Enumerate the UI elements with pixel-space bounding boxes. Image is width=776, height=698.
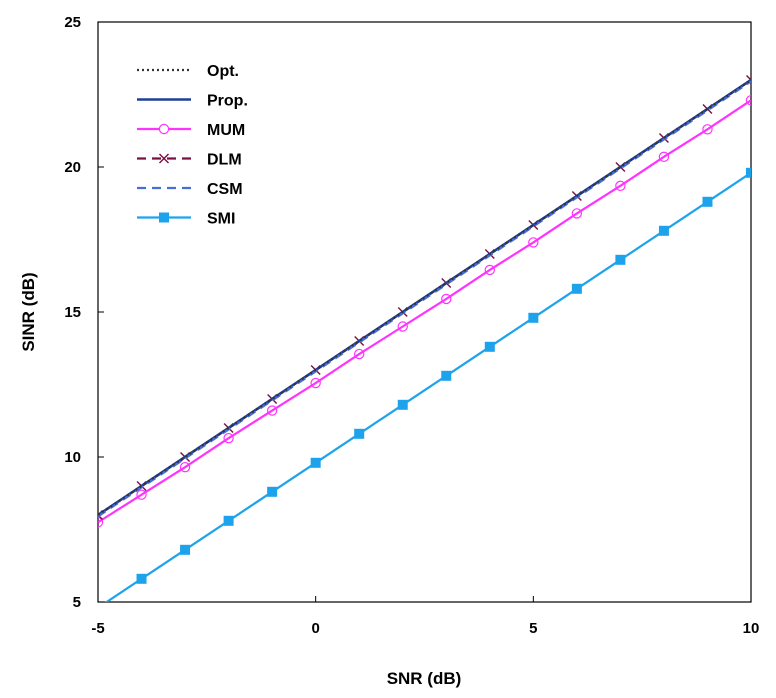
y-axis-label: SINR (dB) <box>19 272 38 351</box>
legend-marker-mum <box>158 123 170 135</box>
data-point-smi <box>702 196 713 207</box>
series-csm <box>98 80 751 518</box>
legend: Opt. Prop. MUM DLM CSM SMI <box>137 63 248 228</box>
series-layer <box>93 75 751 613</box>
series-line-opt <box>98 79 751 516</box>
series-opt <box>98 79 751 516</box>
series-line-smi <box>104 171 751 602</box>
data-point-smi <box>528 312 539 323</box>
data-point-smi <box>746 167 751 178</box>
data-point-smi <box>354 428 365 439</box>
legend-label-csm: CSM <box>207 181 243 198</box>
data-point-mum <box>179 461 191 473</box>
series-mum <box>98 95 751 528</box>
legend-label-prop: Prop. <box>207 93 248 110</box>
data-point-mum <box>702 124 713 135</box>
legend-item-csm: CSM <box>137 181 243 198</box>
data-point-smi <box>615 254 626 265</box>
x-tick-label: 5 <box>529 620 537 637</box>
data-point-mum <box>397 321 408 332</box>
legend-marker-smi <box>159 212 169 223</box>
series-smi <box>93 167 751 613</box>
data-point-dlm-stroke-a <box>98 514 103 520</box>
data-point-mum <box>310 377 321 389</box>
data-point-mum <box>136 489 147 500</box>
legend-item-opt: Opt. <box>137 63 239 80</box>
y-tick-label: 5 <box>73 594 81 611</box>
data-point-smi <box>180 544 191 555</box>
data-point-mum <box>528 237 539 248</box>
y-tick-label: 20 <box>64 159 81 176</box>
data-point-smi <box>397 399 408 410</box>
x-tick-label: -5 <box>91 620 104 637</box>
y-tick-label: 10 <box>64 449 81 466</box>
data-point-mum <box>223 432 234 444</box>
data-point-mum <box>354 348 365 360</box>
data-point-smi <box>484 341 495 352</box>
data-point-mum <box>266 405 278 416</box>
data-point-mum <box>745 95 751 106</box>
legend-label-smi: SMI <box>207 211 235 228</box>
data-point-mum <box>571 208 583 219</box>
data-point-smi <box>223 515 234 526</box>
legend-item-dlm: DLM <box>137 152 242 169</box>
x-tick-label: 10 <box>743 620 760 637</box>
data-point-mum <box>98 517 104 528</box>
legend-item-prop: Prop. <box>137 93 248 110</box>
data-point-smi <box>136 573 147 584</box>
x-axis-label: SNR (dB) <box>387 669 462 688</box>
data-point-mum <box>658 151 670 163</box>
data-point-mum <box>441 293 452 305</box>
legend-item-mum: MUM <box>137 122 245 139</box>
y-tick-label: 15 <box>64 304 81 321</box>
legend-marker-dlm <box>159 153 169 164</box>
data-point-mum <box>484 264 495 276</box>
legend-marker-dlm-stroke-b <box>159 153 169 164</box>
x-tick-label: 0 <box>311 620 319 637</box>
data-point-dlm-stroke-a <box>746 75 751 81</box>
legend-label-mum: MUM <box>207 122 245 139</box>
axis-ticks: -5 0 5 10 5 10 15 20 25 <box>64 14 759 637</box>
data-point-smi <box>571 283 582 294</box>
legend-item-smi: SMI <box>137 211 235 228</box>
data-point-smi <box>658 225 669 236</box>
data-point-smi <box>93 603 103 613</box>
series-line-csm <box>98 80 751 518</box>
legend-label-dlm: DLM <box>207 152 242 169</box>
data-point-smi <box>310 457 321 468</box>
data-point-smi <box>441 370 452 381</box>
data-point-smi <box>267 486 278 497</box>
legend-label-opt: Opt. <box>207 63 239 80</box>
data-point-mum <box>615 180 626 192</box>
y-tick-label: 25 <box>64 14 81 31</box>
series-line-mum <box>98 99 751 524</box>
